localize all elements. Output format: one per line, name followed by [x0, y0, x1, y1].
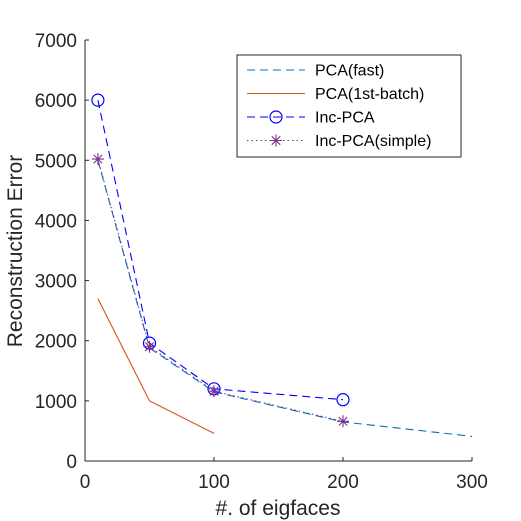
legend: PCA(fast) PCA(1st-batch) Inc-PCA Inc-PCA(si…	[236, 54, 462, 158]
circle-marker	[269, 110, 283, 124]
legend-item: PCA(1st-batch)	[247, 86, 424, 103]
series-pca-1st-batch	[97, 298, 215, 434]
y-tick-label: 7000	[35, 31, 77, 52]
series-line	[97, 298, 215, 434]
x-tick-label: 0	[80, 472, 91, 493]
legend-label: PCA(1st-batch)	[315, 86, 424, 103]
asterisk-marker	[270, 134, 282, 147]
asterisk-marker	[143, 340, 156, 353]
x-tick-label: 100	[198, 472, 230, 493]
asterisk-marker	[208, 385, 220, 398]
circle-marker	[336, 393, 350, 407]
x-axis-label: #. of eigfaces	[216, 497, 341, 520]
asterisk-marker	[337, 415, 349, 428]
legend-label: Inc-PCA	[315, 110, 375, 127]
series-group	[91, 93, 473, 437]
series-pca-fast	[97, 160, 473, 437]
series-line	[97, 160, 473, 437]
series-inc-pca-simple	[91, 153, 349, 428]
y-tick-label: 3000	[35, 272, 77, 293]
series-line	[97, 100, 344, 401]
x-tick-label: 300	[456, 472, 488, 493]
legend-item: Inc-PCA(simple)	[247, 133, 431, 150]
x-tick-label: 200	[327, 472, 359, 493]
asterisk-marker	[91, 153, 104, 166]
y-tick-label: 2000	[35, 332, 77, 353]
series-line	[97, 158, 344, 422]
y-tick-label: 4000	[35, 211, 77, 232]
legend-label: PCA(fast)	[315, 63, 384, 80]
legend-item: PCA(fast)	[247, 63, 384, 80]
y-tick-label: 0	[66, 452, 77, 473]
legend-label: Inc-PCA(simple)	[315, 133, 431, 150]
y-tick-label: 5000	[35, 151, 77, 172]
y-tick-label: 6000	[35, 91, 77, 112]
y-tick-label: 1000	[35, 392, 77, 413]
circle-marker	[91, 93, 105, 107]
y-axis-label: Reconstruction Error	[4, 155, 27, 348]
legend-item: Inc-PCA	[247, 110, 375, 127]
